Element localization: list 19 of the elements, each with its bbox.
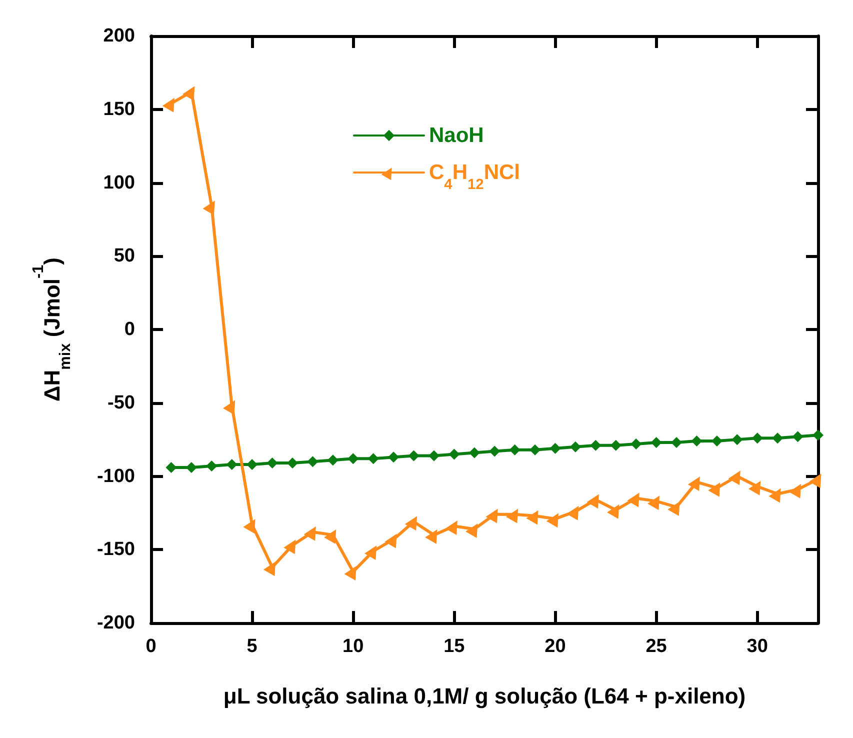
y-tick-label: 0 <box>124 319 135 340</box>
y-tick-label: -50 <box>108 392 135 414</box>
y-tick-label: -200 <box>96 612 135 634</box>
x-tick-label: 15 <box>444 636 466 657</box>
y-axis-title: ΔHmix (Jmol-1) <box>30 257 74 402</box>
x-axis-title: μL solução salina 0,1M/ g solução (L64 + p-xileno) <box>223 684 746 708</box>
y-tick-label: -150 <box>96 539 135 560</box>
y-tick-label: 150 <box>103 98 135 120</box>
y-tick-label: 200 <box>103 26 135 46</box>
legend-label: NaoH <box>429 124 484 147</box>
x-tick-label: 25 <box>646 636 668 657</box>
x-tick-label: 30 <box>746 636 768 657</box>
y-tick-label: -100 <box>96 466 135 487</box>
x-tick-label: 0 <box>146 636 156 657</box>
y-tick-label: 100 <box>103 172 135 194</box>
x-tick-label: 10 <box>342 636 364 657</box>
y-tick-label: 50 <box>114 246 135 267</box>
x-tick-label: 5 <box>246 636 258 657</box>
x-tick-label: 20 <box>544 636 566 657</box>
